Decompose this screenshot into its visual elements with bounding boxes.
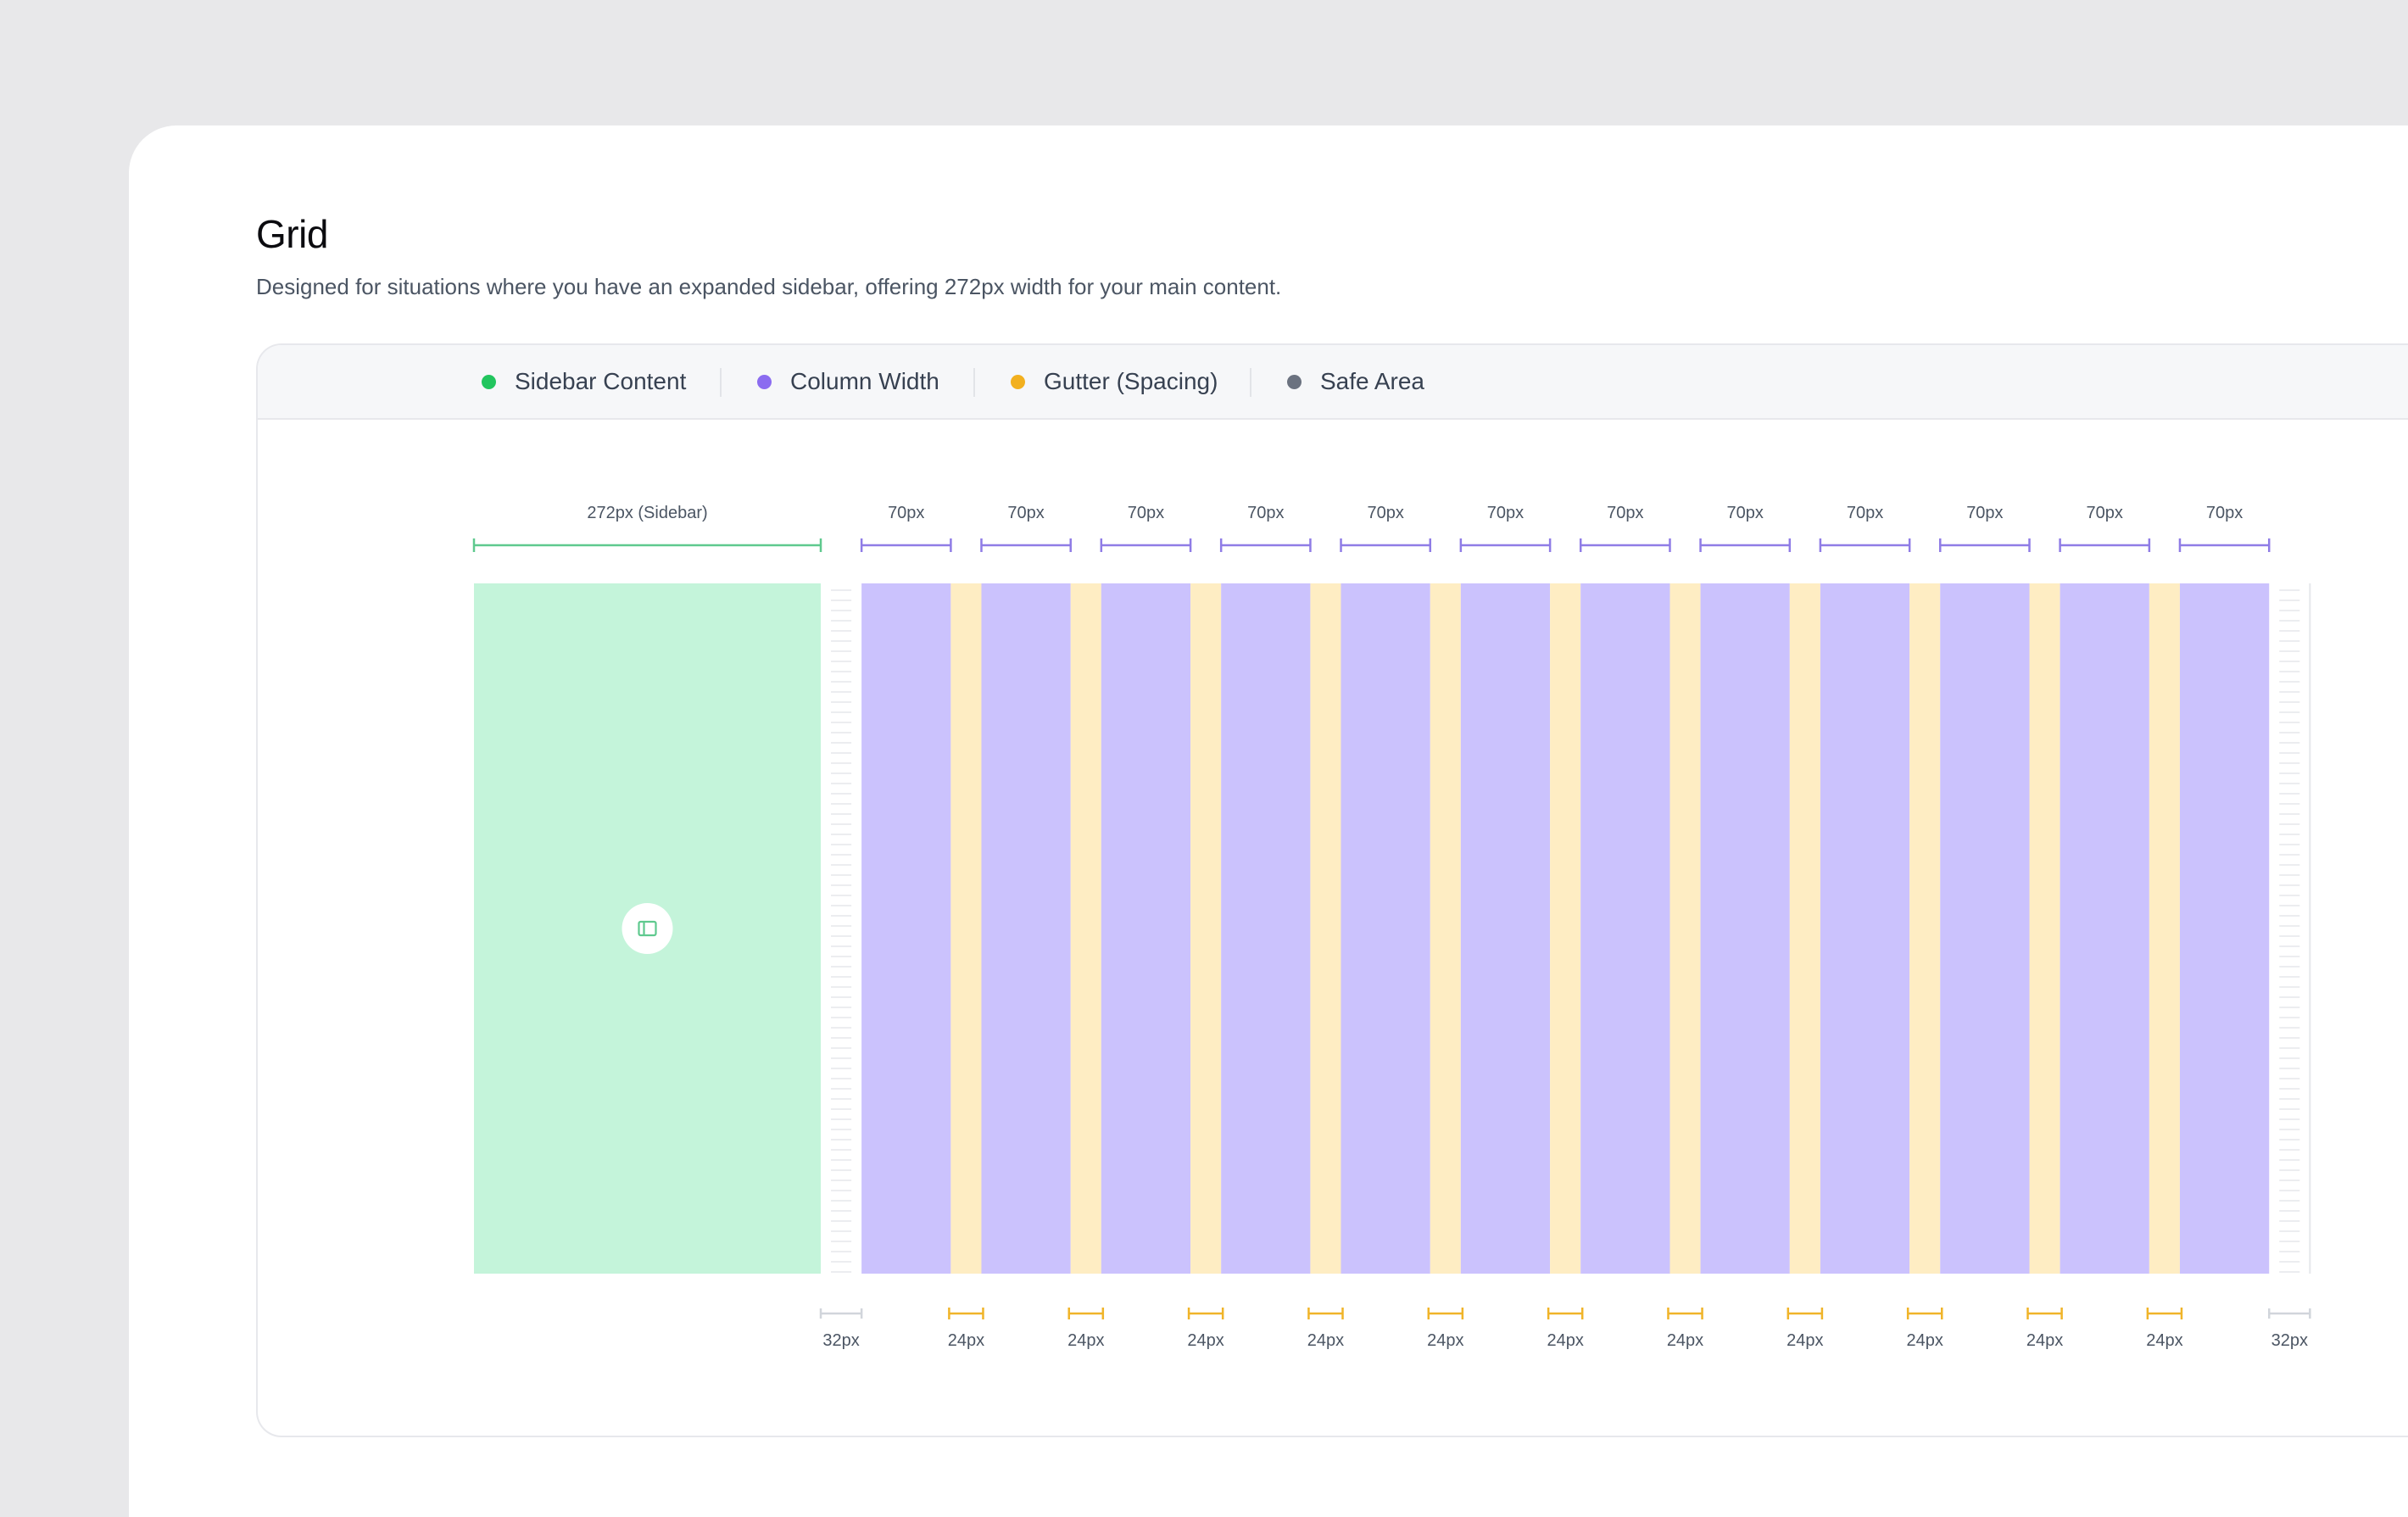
column-width-marker: [1579, 538, 1671, 552]
gutter-width-marker: [1067, 1308, 1105, 1319]
legend-separator: [1250, 368, 1251, 397]
column-width-label: 70px: [1727, 504, 1764, 522]
column-width-marker: [1219, 538, 1312, 552]
legend-item-gutter-spacing: Gutter (Spacing): [1011, 345, 1218, 418]
column-width-marker: [2178, 538, 2271, 552]
column-width-marker: [2059, 538, 2151, 552]
column-4: [1221, 583, 1311, 1274]
gutter-3: [1190, 583, 1222, 1274]
sidebar-layout-icon: [622, 903, 673, 954]
safe-area-right-label: 32px: [2271, 1331, 2308, 1350]
column-width-label: 70px: [2206, 504, 2243, 522]
column-width-marker: [1459, 538, 1552, 552]
legend-label: Gutter (Spacing): [1044, 368, 1218, 394]
column-width-label: 70px: [888, 504, 924, 522]
column-11: [2060, 583, 2149, 1274]
gutter-4: [1310, 583, 1341, 1274]
column-10: [1940, 583, 2030, 1274]
column-3: [1101, 583, 1191, 1274]
column-5: [1341, 583, 1430, 1274]
gutter-1: [950, 583, 982, 1274]
legend-separator: [720, 368, 722, 397]
legend-separator: [973, 368, 975, 397]
column-width-marker: [1819, 538, 1911, 552]
column-width-label: 70px: [2087, 504, 2123, 522]
legend-item-sidebar-content: Sidebar Content: [482, 345, 686, 418]
gutter-width-label: 24px: [2026, 1331, 2063, 1350]
column-width-label: 70px: [1367, 504, 1403, 522]
legend-label: Sidebar Content: [515, 368, 687, 394]
gutter-width-label: 24px: [1667, 1331, 1703, 1350]
gutter-spacing-dot-icon: [1011, 374, 1025, 389]
column-6: [1460, 583, 1551, 1274]
safe-area-left-marker: [819, 1308, 863, 1319]
legend-item-safe-area: Safe Area: [1287, 345, 1424, 418]
column-width-label: 70px: [1128, 504, 1164, 522]
gutter-width-label: 24px: [1187, 1331, 1224, 1350]
column-width-label: 70px: [1847, 504, 1883, 522]
page-title: Grid: [256, 212, 328, 256]
column-9: [1820, 583, 1910, 1274]
column-width-marker: [1699, 538, 1792, 552]
column-width-label: 70px: [1247, 504, 1284, 522]
legend-bar: Sidebar Content Column Width Gutter (Spa…: [258, 345, 2408, 420]
grid-diagram: 272px (Sidebar) 32px 70px 24px 70px 24px 70px 2…: [472, 504, 2311, 1350]
safe-area-right: [2279, 589, 2300, 1273]
gutter-width-label: 24px: [948, 1331, 984, 1350]
sidebar-width-label: 272px (Sidebar): [587, 504, 707, 522]
grid-panel: Sidebar Content Column Width Gutter (Spa…: [256, 343, 2408, 1437]
gutter-width-marker: [1786, 1308, 1824, 1319]
column-width-label: 70px: [1966, 504, 2003, 522]
gutter-6: [1550, 583, 1581, 1274]
gutter-5: [1430, 583, 1461, 1274]
gutter-width-marker: [1906, 1308, 1943, 1319]
column-width-dot-icon: [757, 374, 772, 389]
column-2: [981, 583, 1071, 1274]
safe-area-left-label: 32px: [822, 1331, 859, 1350]
column-width-marker: [980, 538, 1072, 552]
gutter-7: [1669, 583, 1701, 1274]
gutter-width-label: 24px: [1547, 1331, 1583, 1350]
gutter-width-marker: [948, 1308, 984, 1319]
column-width-marker: [1939, 538, 2031, 552]
column-width-marker: [1340, 538, 1432, 552]
column-width-marker: [1100, 538, 1192, 552]
gutter-width-label: 24px: [1786, 1331, 1823, 1350]
gutter-9: [1909, 583, 1941, 1274]
gutter-width-marker: [1547, 1308, 1584, 1319]
column-7: [1580, 583, 1670, 1274]
column-1: [861, 583, 951, 1274]
gutter-8: [1789, 583, 1820, 1274]
safe-area-right-marker: [2267, 1308, 2311, 1319]
page-subtitle: Designed for situations where you have a…: [256, 274, 1282, 299]
safe-area-dot-icon: [1287, 374, 1302, 389]
gutter-width-marker: [1427, 1308, 1464, 1319]
column-width-label: 70px: [1607, 504, 1643, 522]
sidebar-width-marker: [472, 538, 822, 552]
gutter-width-label: 24px: [1307, 1331, 1344, 1350]
gutter-width-marker: [1667, 1308, 1703, 1319]
gutter-width-marker: [2146, 1308, 2183, 1319]
gutter-width-label: 24px: [2146, 1331, 2182, 1350]
gutter-width-label: 24px: [1907, 1331, 1943, 1350]
column-width-marker: [860, 538, 952, 552]
column-width-label: 70px: [1007, 504, 1044, 522]
gutter-11: [2149, 583, 2180, 1274]
column-12: [2179, 583, 2270, 1274]
gutter-width-label: 24px: [1067, 1331, 1104, 1350]
gutter-width-label: 24px: [1427, 1331, 1463, 1350]
column-width-label: 70px: [1487, 504, 1524, 522]
legend-label: Safe Area: [1320, 368, 1424, 394]
gutter-width-marker: [1307, 1308, 1344, 1319]
column-8: [1700, 583, 1790, 1274]
sidebar-content-dot-icon: [482, 374, 496, 389]
safe-area-left: [831, 589, 852, 1273]
legend-item-column-width: Column Width: [757, 345, 939, 418]
legend-label: Column Width: [790, 368, 939, 394]
gutter-width-marker: [2026, 1308, 2063, 1319]
gutter-2: [1070, 583, 1101, 1274]
gutter-10: [2029, 583, 2060, 1274]
gutter-width-marker: [1187, 1308, 1224, 1319]
